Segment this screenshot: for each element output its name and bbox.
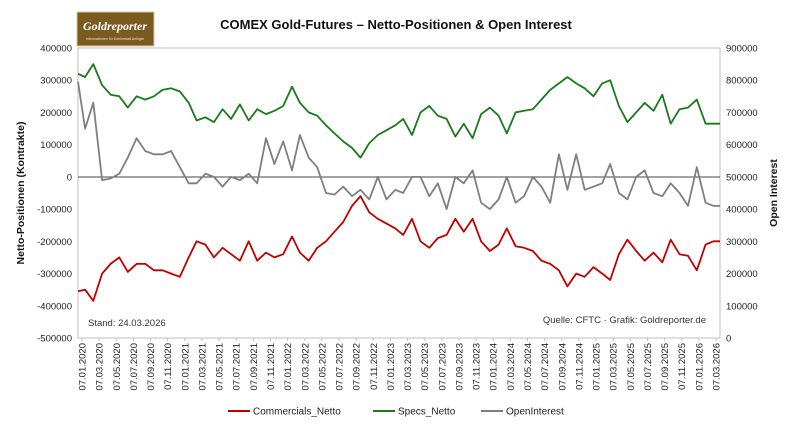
right-tick-label: 900000 bbox=[726, 44, 758, 55]
right-axis-ticks: 900000 800000 700000 600000 500000 400000 3000… bbox=[726, 44, 758, 345]
chart-title: COMEX Gold-Futures – Netto-Positionen & … bbox=[220, 17, 572, 32]
logo-box bbox=[76, 11, 155, 47]
x-tick-label: 07.05.2024 bbox=[523, 343, 534, 391]
x-tick-label: 07.03.2021 bbox=[197, 343, 208, 391]
x-tick-label: 07.11.2020 bbox=[163, 343, 174, 390]
left-tick-label: -100000 bbox=[37, 205, 72, 216]
logo-subtitle: Informationen für Edelmetall-Anleger bbox=[86, 37, 145, 41]
left-tick-label: 200000 bbox=[40, 108, 72, 119]
x-axis-ticks: 07.01.2020 07.03.2020 07.05.2020 07.07.2020… bbox=[78, 338, 723, 391]
legend-label: Specs_Netto bbox=[398, 407, 456, 418]
right-tick-label: 600000 bbox=[726, 140, 758, 151]
left-tick-label: 100000 bbox=[40, 140, 72, 151]
x-tick-label: 07.01.2026 bbox=[694, 343, 705, 391]
legend-label: OpenInterest bbox=[506, 407, 564, 418]
right-axis-label: Open Interest bbox=[768, 159, 780, 227]
x-tick-label: 07.01.2022 bbox=[283, 343, 294, 391]
x-tick-label: 07.03.2024 bbox=[506, 343, 517, 391]
left-tick-label: 300000 bbox=[40, 76, 72, 87]
x-tick-label: 07.05.2023 bbox=[420, 343, 431, 391]
logo: Goldreporter Informationen für Edelmetal… bbox=[76, 11, 155, 47]
left-tick-label: 400000 bbox=[40, 44, 72, 55]
x-tick-label: 07.01.2021 bbox=[180, 343, 191, 391]
x-tick-label: 07.03.2020 bbox=[95, 343, 106, 391]
right-tick-label: 200000 bbox=[726, 269, 758, 280]
x-tick-label: 07.11.2024 bbox=[574, 343, 585, 390]
x-tick-label: 07.07.2022 bbox=[335, 343, 346, 391]
source-annotation: Quelle: CFTC · Grafik: Goldreporter.de bbox=[543, 315, 706, 326]
left-tick-label: 0 bbox=[67, 172, 72, 183]
x-tick-label: 07.07.2023 bbox=[437, 343, 448, 391]
series-layer bbox=[77, 63, 720, 302]
left-tick-label: -200000 bbox=[37, 237, 72, 248]
right-tick-label: 800000 bbox=[726, 76, 758, 87]
x-tick-label: 07.09.2024 bbox=[557, 343, 568, 391]
x-tick-label: 07.09.2023 bbox=[454, 343, 465, 391]
right-tick-label: 500000 bbox=[726, 172, 758, 183]
x-tick-label: 07.09.2020 bbox=[146, 343, 157, 391]
right-tick-label: 400000 bbox=[726, 205, 758, 216]
x-tick-label: 07.11.2025 bbox=[677, 343, 688, 390]
x-tick-label: 07.11.2022 bbox=[369, 343, 380, 390]
stand-annotation: Stand: 24.03.2026 bbox=[88, 318, 166, 329]
x-tick-label: 07.01.2024 bbox=[489, 343, 500, 391]
x-tick-label: 07.09.2022 bbox=[352, 343, 363, 391]
series-line-openinterest bbox=[77, 81, 720, 211]
right-tick-label: 300000 bbox=[726, 237, 758, 248]
x-tick-label: 07.03.2022 bbox=[300, 343, 311, 391]
x-tick-label: 07.07.2024 bbox=[540, 343, 551, 391]
x-tick-label: 07.07.2020 bbox=[129, 343, 140, 391]
legend-label: Commercials_Netto bbox=[253, 407, 341, 418]
legend: Commercials_Netto Specs_Netto OpenInterest bbox=[228, 407, 564, 418]
x-tick-label: 07.11.2023 bbox=[472, 343, 483, 390]
x-tick-label: 07.07.2025 bbox=[643, 343, 654, 391]
x-tick-label: 07.05.2021 bbox=[215, 343, 226, 391]
x-tick-label: 07.11.2021 bbox=[266, 343, 277, 390]
left-axis-label: Netto-Positionen (Kontrakte) bbox=[15, 122, 27, 265]
logo-text: Goldreporter bbox=[83, 19, 147, 33]
plot-area bbox=[77, 47, 721, 339]
left-tick-label: -500000 bbox=[37, 334, 72, 345]
x-tick-label: 07.09.2021 bbox=[249, 343, 260, 391]
right-tick-label: 100000 bbox=[726, 301, 758, 312]
x-tick-label: 07.05.2022 bbox=[317, 343, 328, 391]
x-tick-label: 07.01.2023 bbox=[386, 343, 397, 391]
x-tick-label: 07.03.2025 bbox=[609, 343, 620, 391]
left-tick-label: -300000 bbox=[37, 269, 72, 280]
series-line-specs-netto bbox=[77, 63, 720, 159]
series-line-commercials-netto bbox=[77, 195, 720, 302]
x-tick-label: 07.03.2023 bbox=[403, 343, 414, 391]
x-tick-label: 07.01.2025 bbox=[592, 343, 603, 391]
x-tick-label: 07.01.2020 bbox=[78, 343, 89, 391]
x-tick-label: 07.05.2020 bbox=[112, 343, 123, 391]
left-axis-ticks: 400000 300000 200000 100000 0 -100000 -200000 -… bbox=[37, 44, 72, 345]
x-tick-label: 07.05.2025 bbox=[626, 343, 637, 391]
right-tick-label: 0 bbox=[726, 334, 731, 345]
right-tick-label: 700000 bbox=[726, 108, 758, 119]
x-tick-label: 07.09.2025 bbox=[660, 343, 671, 391]
x-tick-label: 07.07.2021 bbox=[232, 343, 243, 391]
left-tick-label: -400000 bbox=[37, 301, 72, 312]
x-tick-label: 07.03.2026 bbox=[712, 343, 723, 391]
